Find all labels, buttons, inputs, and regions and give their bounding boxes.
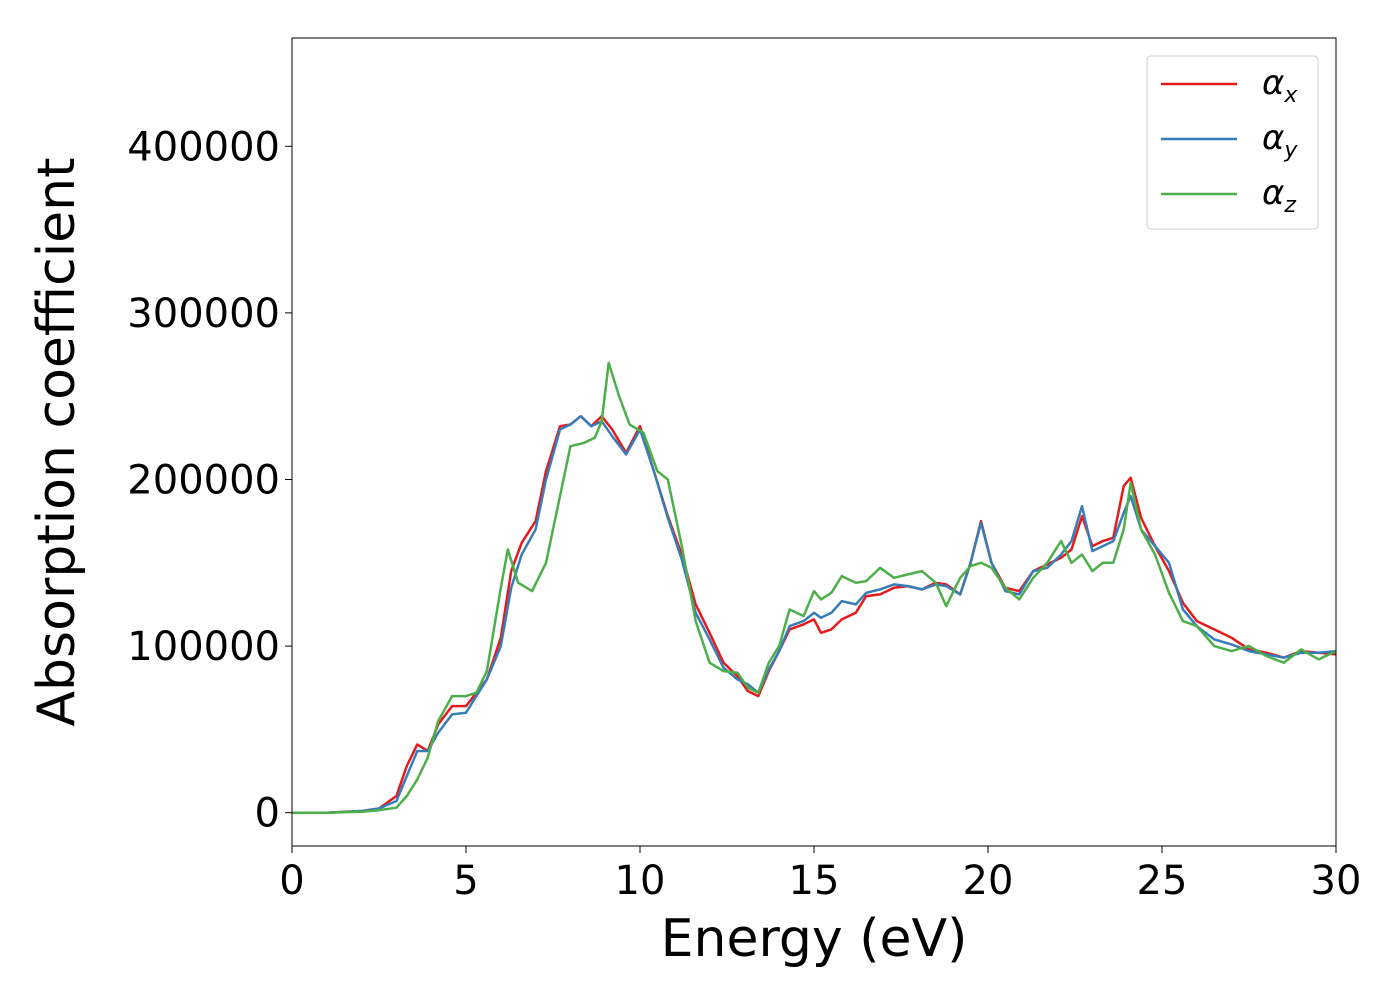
x-tick-label: 10 xyxy=(615,858,666,904)
legend-label-z: αz xyxy=(1262,173,1296,218)
x-tick-label: 15 xyxy=(789,858,840,904)
legend-label-x: αx xyxy=(1262,63,1298,108)
legend: αx αy αz xyxy=(1146,55,1319,230)
x-tick-label: 0 xyxy=(279,858,304,904)
y-tick-label: 400000 xyxy=(127,124,280,170)
x-tick-label: 20 xyxy=(963,858,1014,904)
legend-label-y: αy xyxy=(1262,118,1298,163)
x-tick-label: 25 xyxy=(1137,858,1188,904)
series-line-x xyxy=(292,414,1336,814)
y-tick-label: 0 xyxy=(255,791,280,837)
y-tick-label: 300000 xyxy=(127,291,280,337)
legend-box xyxy=(1146,55,1319,230)
y-axis: 0 100000 200000 300000 400000 xyxy=(127,124,292,837)
y-tick-label: 100000 xyxy=(127,624,280,670)
x-tick-label: 5 xyxy=(453,858,478,904)
series-layer xyxy=(292,361,1336,814)
y-axis-title: Absorption coefficient xyxy=(27,157,87,726)
series-line-z xyxy=(292,361,1336,814)
x-axis-title: Energy (eV) xyxy=(661,909,968,969)
x-axis: 0 5 10 15 20 25 30 xyxy=(279,846,1361,904)
y-tick-label: 200000 xyxy=(127,457,280,503)
x-tick-label: 30 xyxy=(1311,858,1362,904)
